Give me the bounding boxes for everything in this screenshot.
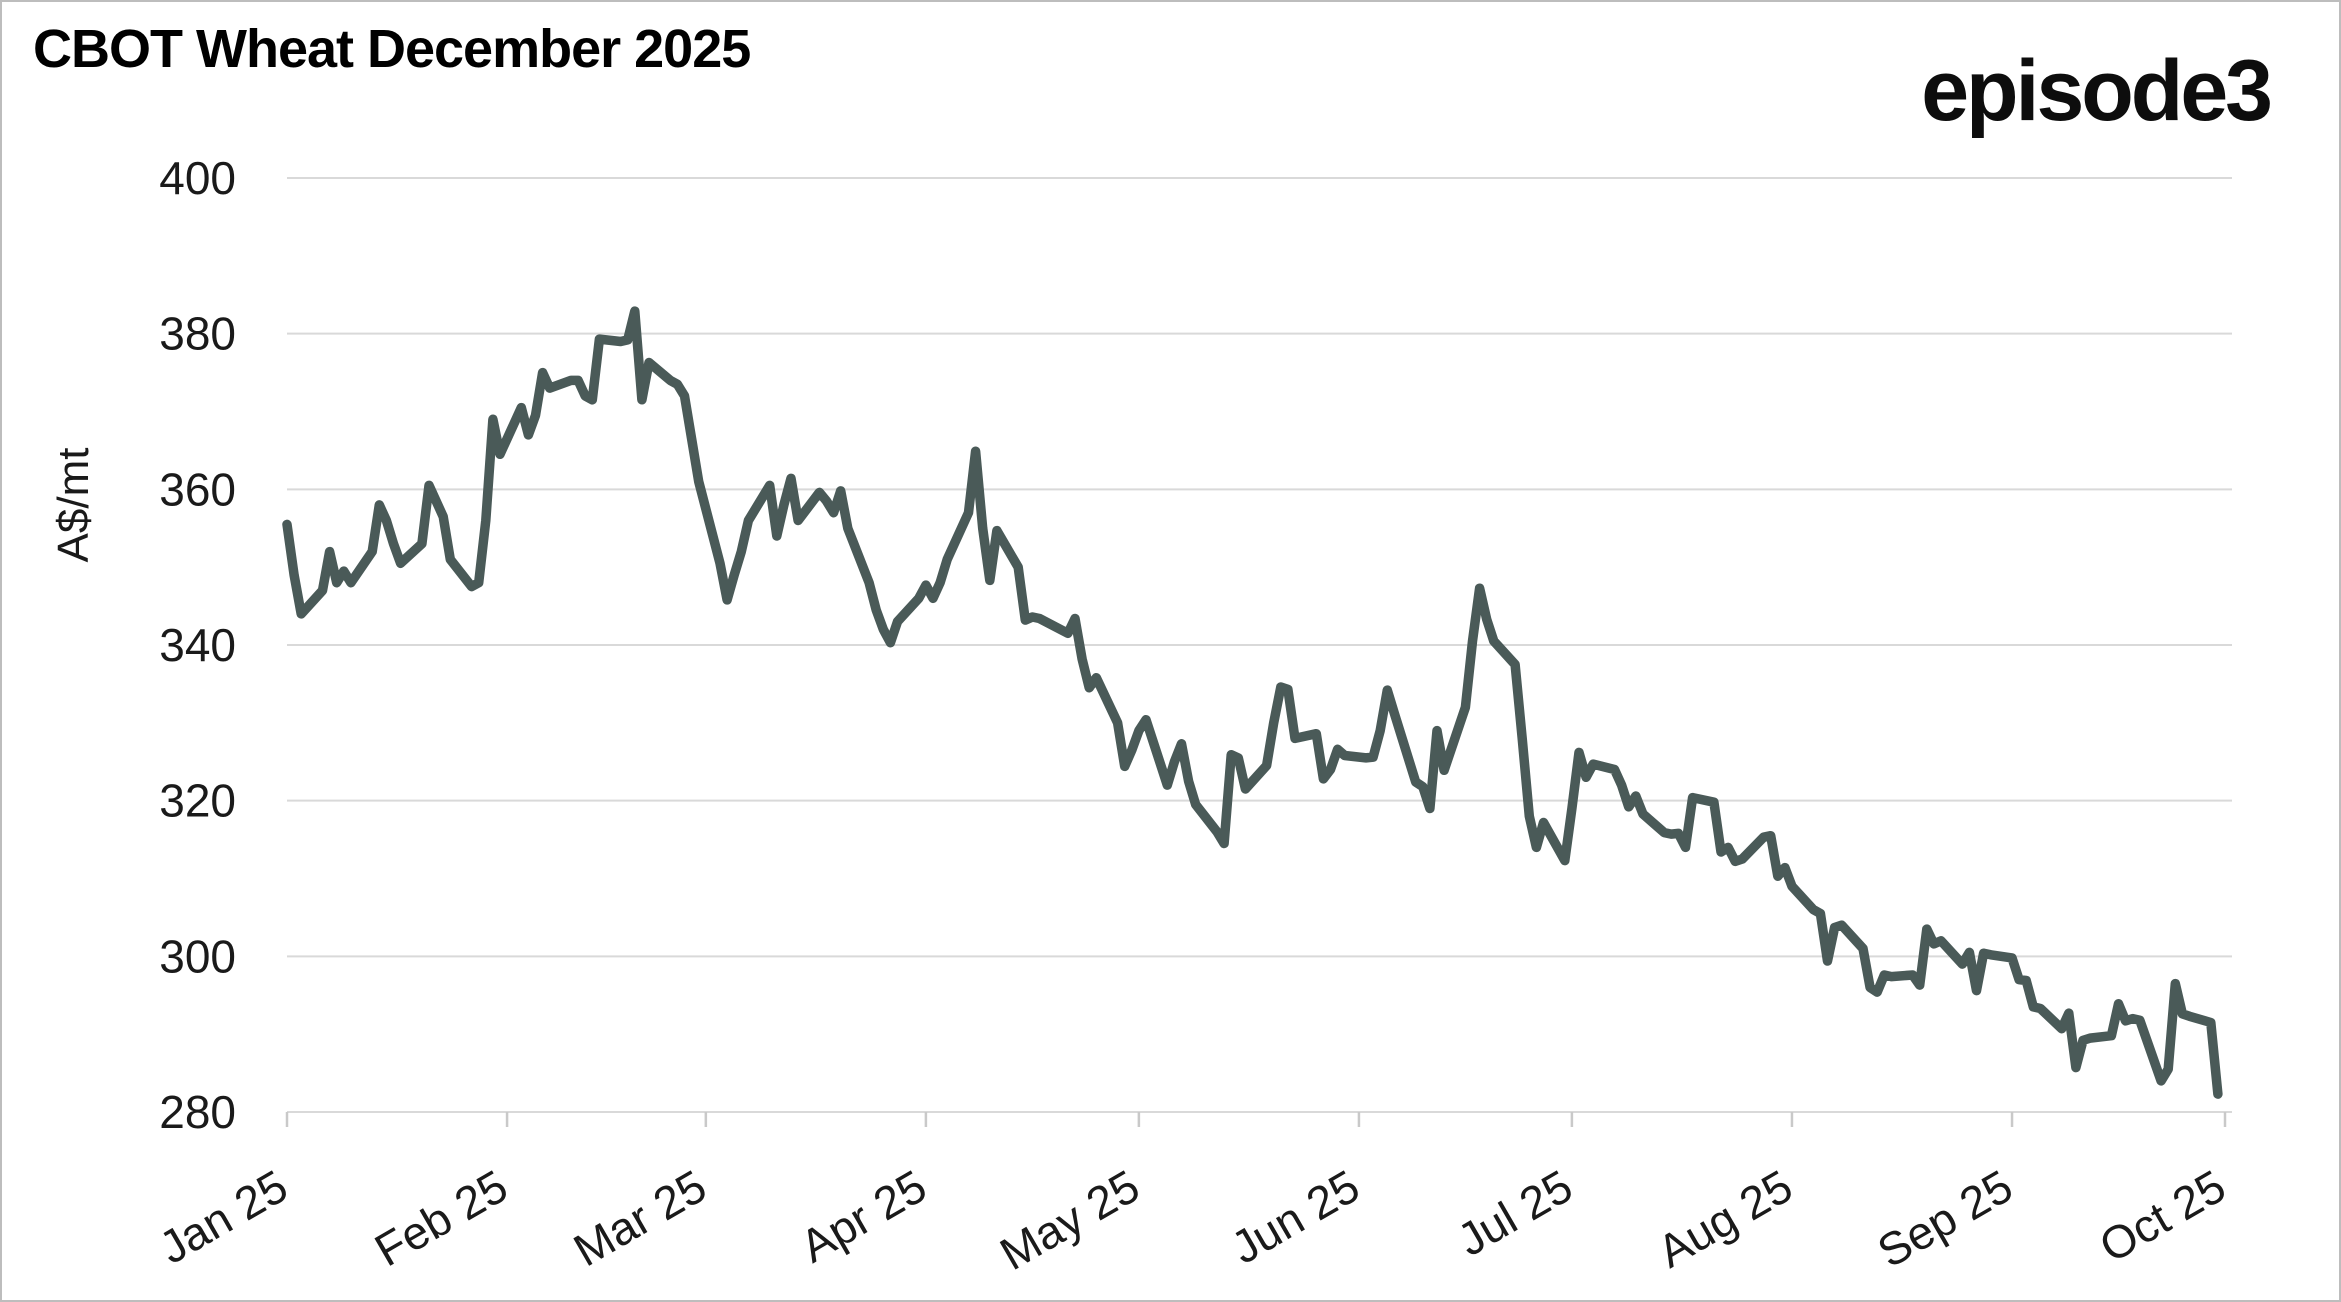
x-tick-label: Sep 25: [1869, 1160, 2021, 1278]
y-tick-label: 320: [159, 775, 236, 827]
y-tick-label: 360: [159, 463, 236, 515]
y-tick-labels: 400 380 360 340 320 300 280: [159, 152, 236, 1138]
x-tick-label: Oct 25: [2091, 1160, 2234, 1273]
chart-title: CBOT Wheat December 2025: [33, 19, 751, 79]
x-tick-label: Jan 25: [150, 1160, 296, 1274]
y-tick-label: 280: [159, 1086, 236, 1138]
x-tick-label: Mar 25: [565, 1160, 715, 1277]
x-tick-label: Aug 25: [1649, 1160, 1801, 1278]
x-tick-label: May 25: [991, 1160, 1148, 1280]
y-tick-label: 300: [159, 930, 236, 982]
y-axis-label: A$/mt: [49, 448, 98, 563]
price-line: [282, 306, 2223, 1099]
x-ticks: Jan 25 Feb 25 Mar 25 Apr 25 May 25 Jun 25 Jul …: [150, 1112, 2234, 1280]
x-tick-label: Apr 25: [792, 1160, 935, 1273]
y-tick-label: 340: [159, 619, 236, 671]
y-tick-label: 380: [159, 308, 236, 360]
x-tick-label: Jun 25: [1222, 1160, 1368, 1274]
y-tick-label: 400: [159, 152, 236, 204]
brand-logo: episode3: [1921, 43, 2273, 139]
gridlines: [287, 177, 2232, 1113]
x-tick-label: Jul 25: [1449, 1160, 1581, 1266]
x-tick-label: Feb 25: [366, 1160, 516, 1277]
